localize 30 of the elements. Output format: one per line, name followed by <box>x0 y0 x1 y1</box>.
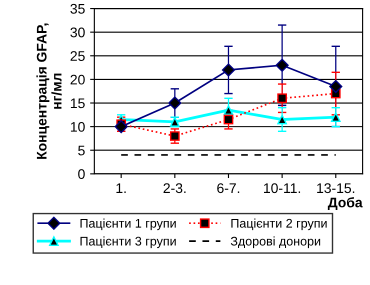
point <box>224 114 234 124</box>
legend-label: Пацієнти 1 групи <box>80 218 176 230</box>
point <box>276 58 289 72</box>
point <box>329 80 342 94</box>
point <box>168 96 182 110</box>
x-tick-label: 1. <box>116 183 126 193</box>
point <box>277 114 287 124</box>
y-tick-label: 30 <box>70 28 85 38</box>
y-tick-label: 35 <box>70 4 85 14</box>
y-tick-label: 25 <box>70 51 85 61</box>
y-tick-label: 5 <box>78 146 85 156</box>
x-tick-label: 6-7. <box>217 183 240 194</box>
y-tick-label: 0 <box>78 169 85 180</box>
y-tick-label: 20 <box>70 74 85 85</box>
point <box>114 120 128 134</box>
x-tick-label: 2-3. <box>164 183 186 194</box>
x-tick-label: 13-15. <box>317 183 354 194</box>
legend-label: Пацієнти 3 групи <box>80 236 176 248</box>
point <box>222 63 236 77</box>
point <box>170 131 180 141</box>
y-tick-label: 10 <box>70 122 85 132</box>
point <box>330 112 341 122</box>
x-tick-label: 10-11. <box>264 183 300 194</box>
y-tick-label: 15 <box>70 98 85 108</box>
x-axis-title: Доба <box>328 197 363 210</box>
point <box>277 93 287 104</box>
legend-label: Пацієнти 2 групи <box>231 218 327 230</box>
legend-label: Здорові донори <box>230 236 320 248</box>
y-axis-title: Концентрація GFAP, нг/мл <box>36 23 62 159</box>
point <box>224 105 234 115</box>
